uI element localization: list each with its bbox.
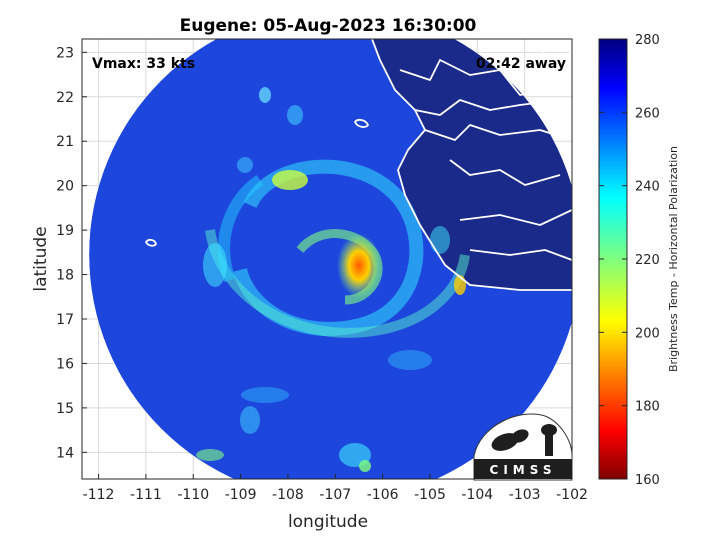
y-tick-label: 21 [56, 134, 74, 150]
colorbar-label: Brightness Temp - Horizontal Polarizatio… [667, 146, 680, 372]
x-axis-label: longitude [288, 512, 368, 532]
colorbar-tick-label: 180 [635, 400, 660, 415]
logo-banner [474, 459, 572, 479]
y-tick-label: 17 [56, 312, 74, 328]
plot-frame [81, 38, 573, 480]
x-tick-label: -109 [225, 487, 257, 503]
water-tower-tank-icon [541, 424, 557, 436]
colorbar-tick-label: 260 [635, 106, 660, 121]
plot-area: -112 -111 -110 -109 -108 -107 -106 -105 -104 -103… [31, 38, 588, 532]
colorbar-ticks: 160 180 200 220 240 260 280 [599, 33, 660, 488]
colorbar-tick-label: 280 [635, 33, 660, 48]
y-tick-label: 16 [56, 356, 74, 372]
water-tower-icon [545, 432, 553, 456]
map-title: Eugene: 05-Aug-2023 16:30:00 [180, 16, 477, 36]
x-tick-label: -108 [272, 487, 304, 503]
x-tick-label: -104 [461, 487, 493, 503]
cimss-logo: CIMSS [473, 413, 573, 481]
x-tick-label: -107 [319, 487, 351, 503]
colorbar-tick-label: 240 [635, 180, 660, 195]
colorbar: 160 180 200 220 240 260 280 Brightness Temp - … [598, 33, 680, 488]
y-tick-label: 23 [56, 45, 74, 61]
y-axis-label: latitude [31, 226, 51, 291]
coastlines [145, 39, 572, 291]
x-axis-ticks: -112 -111 -110 -109 -108 -107 -106 -105 -104 -103… [83, 474, 588, 503]
y-tick-label: 14 [56, 445, 74, 461]
gulf-coast [534, 39, 572, 59]
state-borders [399, 59, 572, 261]
logo-text: CIMSS [490, 463, 557, 477]
colorbar-tick-label: 200 [635, 326, 660, 341]
islet-outline [145, 238, 157, 247]
y-tick-label: 22 [56, 90, 74, 106]
x-tick-label: -112 [83, 487, 115, 503]
coastline-mexico [371, 39, 572, 291]
x-tick-label: -111 [130, 487, 162, 503]
x-tick-label: -102 [556, 487, 588, 503]
island-outline [354, 118, 369, 128]
storm-core [336, 233, 381, 298]
y-tick-label: 19 [56, 223, 74, 239]
y-tick-label: 18 [56, 268, 74, 284]
y-axis-ticks: 14 15 16 17 18 19 20 21 22 23 [56, 45, 87, 461]
colorbar-tick-label: 160 [635, 473, 660, 488]
y-tick-label: 15 [56, 401, 74, 417]
colorbar-tick-label: 220 [635, 253, 660, 268]
x-tick-label: -103 [509, 487, 541, 503]
time-away-label: 02:42 away [476, 56, 566, 72]
y-tick-label: 20 [56, 179, 74, 195]
x-tick-label: -106 [367, 487, 399, 503]
convective-bands [196, 87, 470, 472]
x-tick-label: -110 [177, 487, 209, 503]
satellite-dish-small-icon [511, 429, 529, 443]
x-tick-label: -105 [414, 487, 446, 503]
vmax-label: Vmax: 33 kts [92, 56, 195, 72]
